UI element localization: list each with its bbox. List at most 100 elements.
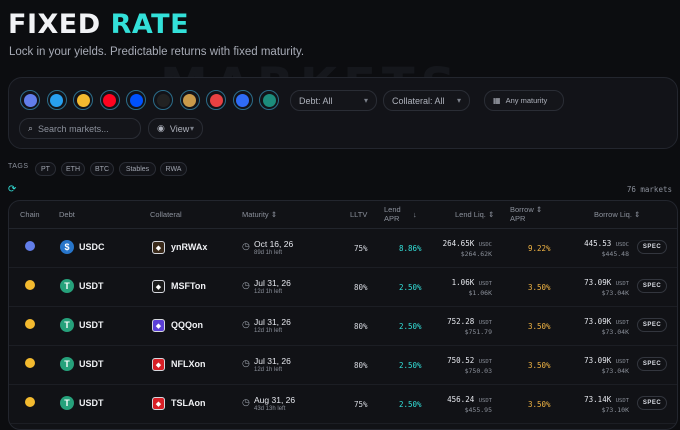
lend-liquidity: 750.52 USDT [447, 356, 492, 365]
col-maturity[interactable]: Maturity ⇕ [242, 210, 278, 219]
col-chain[interactable]: Chain [20, 210, 40, 219]
sort-icon: ⇕ [270, 210, 278, 219]
clock-icon: ◷ [242, 241, 250, 251]
debt-symbol: USDC [79, 242, 105, 252]
lend-liquidity-usd: $1.06K [468, 289, 492, 297]
lend-apr-value: 8.86% [399, 244, 422, 253]
debt-token-icon: T [60, 279, 74, 293]
maturity-date: Jul 31, 26 [254, 317, 291, 327]
x-chain-icon[interactable] [153, 90, 173, 110]
chevron-down-icon: ▾ [456, 96, 461, 105]
sui-icon[interactable] [232, 90, 253, 110]
chain-logo [209, 93, 223, 107]
borrow-liquidity: 73.14K USDT [584, 395, 629, 404]
refresh-icon[interactable]: ⟳ [8, 184, 17, 195]
table-row[interactable]: T USDT ◆ QQQon ◷ Jul 31, 26 12d 1h left 80% 2.50… [9, 306, 677, 346]
debt-symbol: USDT [79, 359, 104, 369]
table-row[interactable]: T USDT ◆ NFLXon ◷ Jul 31, 26 12d 1h left 80% 2.5… [9, 345, 677, 385]
clock-icon: ◷ [242, 280, 250, 290]
tag-stables[interactable]: Stables [119, 162, 156, 176]
sort-desc-icon[interactable]: ↓ [413, 210, 417, 219]
lend-liquidity-usd: $750.03 [464, 367, 492, 375]
lend-apr-value: 2.50% [399, 283, 422, 292]
maturity-left: 43d 13h left [254, 406, 286, 412]
col-borrow-apr[interactable]: Borrow ⇕ APR [510, 205, 543, 223]
spec-button[interactable]: SPEC [637, 240, 667, 254]
borrow-apr-value: 3.50% [528, 322, 551, 331]
debt-token-icon: $ [60, 240, 74, 254]
page-subtitle: Lock in your yields. Predictable returns… [9, 46, 305, 58]
debt-token-icon: T [60, 357, 74, 371]
lend-apr-value: 2.50% [399, 322, 422, 331]
borrow-liquidity-usd: $73.04K [601, 289, 629, 297]
tag-btc[interactable]: BTC [90, 162, 114, 176]
maturity-left: 12d 1h left [254, 328, 283, 334]
debt-filter-dropdown[interactable]: Debt: All ▾ [290, 90, 377, 111]
spec-button[interactable]: SPEC [637, 396, 667, 410]
maturity-date: Jul 31, 26 [254, 356, 291, 366]
borrow-liquidity: 73.09K USDT [584, 278, 629, 287]
arbitrum-icon[interactable] [46, 90, 67, 110]
collateral-symbol: MSFTon [171, 281, 206, 291]
spec-button[interactable]: SPEC [637, 279, 667, 293]
lltv-value: 80% [354, 361, 368, 370]
view-dropdown[interactable]: ◉ View ▾ [148, 118, 203, 139]
tag-rwa[interactable]: RWA [160, 162, 187, 176]
borrow-liquidity: 445.53 USDC [584, 239, 629, 248]
collateral-token-icon: ◆ [152, 280, 165, 293]
ethereum-icon[interactable] [20, 90, 40, 110]
clock-icon: ◷ [242, 358, 250, 368]
chain-logo [183, 93, 197, 107]
chain-logo [76, 93, 90, 107]
sort-icon: ⇕ [535, 205, 543, 214]
search-input[interactable]: ⌕ Search markets... [19, 118, 141, 139]
col-debt[interactable]: Debt [59, 210, 75, 219]
hyper-icon[interactable] [259, 90, 280, 110]
table-row[interactable]: $ USDC ◆ ynRWAx ◷ Oct 16, 26 89d 1h left 75% 8.8… [9, 228, 677, 268]
tags-label: TAGS [8, 163, 29, 170]
borrow-apr-value: 3.50% [528, 400, 551, 409]
collateral-filter-dropdown[interactable]: Collateral: All ▾ [383, 90, 470, 111]
coin-icon[interactable] [179, 90, 200, 110]
col-lend-apr[interactable]: Lend APR [384, 205, 401, 223]
optimism-icon[interactable] [99, 90, 120, 110]
col-lltv[interactable]: LLTV [350, 210, 368, 219]
tag-pt[interactable]: PT [35, 162, 56, 176]
lend-liquidity: 1.06K USDT [451, 278, 492, 287]
avalanche-icon[interactable] [206, 90, 227, 110]
markets-table: Chain Debt Collateral Maturity ⇕ LLTV Le… [8, 200, 678, 430]
bnb-icon[interactable] [73, 90, 94, 110]
chain-logo [156, 93, 170, 107]
collateral-symbol: ynRWAx [171, 242, 208, 252]
debt-symbol: USDT [79, 281, 104, 291]
lend-liquidity-usd: $455.95 [464, 406, 492, 414]
base-icon[interactable] [126, 90, 147, 110]
lend-liquidity-usd: $264.62K [460, 250, 492, 258]
chain-logo [129, 93, 143, 107]
calendar-icon: ▦ [493, 96, 501, 105]
tag-eth[interactable]: ETH [61, 162, 85, 176]
spec-button[interactable]: SPEC [637, 318, 667, 332]
borrow-liquidity-usd: $445.48 [601, 250, 629, 258]
col-borrow-liq[interactable]: Borrow Liq. ⇕ [594, 210, 641, 219]
collateral-token-icon: ◆ [152, 319, 165, 332]
collateral-symbol: QQQon [171, 320, 203, 330]
spec-button[interactable]: SPEC [637, 357, 667, 371]
borrow-apr-value: 9.22% [528, 244, 551, 253]
col-collateral[interactable]: Collateral [150, 210, 182, 219]
lend-apr-value: 2.50% [399, 361, 422, 370]
lend-liquidity-usd: $751.79 [464, 328, 492, 336]
collateral-token-icon: ◆ [152, 358, 165, 371]
table-row[interactable]: T USDT ◆ MSFTon ◷ Jul 31, 26 12d 1h left 80% 2.5… [9, 267, 677, 307]
debt-token-icon: T [60, 318, 74, 332]
lltv-value: 75% [354, 244, 368, 253]
sort-icon: ⇕ [634, 210, 641, 219]
maturity-left: 12d 1h left [254, 289, 283, 295]
col-lend-liq[interactable]: Lend Liq. ⇕ [455, 210, 495, 219]
maturity-filter[interactable]: ▦ Any maturity [484, 90, 564, 111]
chain-logo [50, 93, 64, 107]
chain-logo [236, 93, 250, 107]
table-row[interactable]: T USDT ◆ TSLAon ◷ Aug 31, 26 43d 13h left 75% 2.… [9, 384, 677, 424]
maturity-date: Aug 31, 26 [254, 395, 296, 405]
maturity-date: Oct 16, 26 [254, 239, 294, 249]
